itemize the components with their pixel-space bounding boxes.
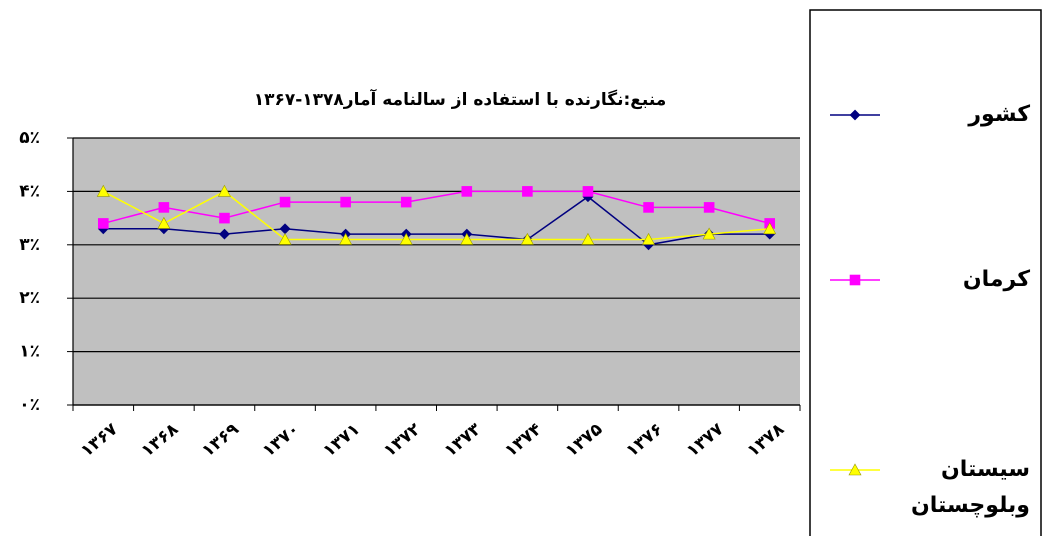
point <box>158 202 170 213</box>
y-tick-label: ۳٪ <box>19 235 40 255</box>
point <box>340 196 351 208</box>
point <box>520 232 534 245</box>
point <box>339 232 353 245</box>
point <box>96 184 110 197</box>
x-tick-label: ۱۳۷۲ <box>380 419 425 461</box>
x-tick-label: ۱۳۷۶ <box>622 419 667 461</box>
y-tick-label: ۴٪ <box>19 181 40 201</box>
point <box>278 232 292 245</box>
point <box>849 274 861 286</box>
point <box>643 202 654 213</box>
x-tick-label: ۱۳۷۷ <box>683 419 728 461</box>
x-tick-label: ۱۳۷۰ <box>259 419 304 461</box>
y-tick-label: ۲٪ <box>19 288 40 308</box>
point <box>399 232 413 245</box>
point <box>849 109 861 121</box>
chart-title: منبع:نگارنده با استفاده از سالنامه آمار۱… <box>254 88 667 110</box>
plot-area <box>73 138 800 405</box>
legend-label: سیستان وبلوچستان <box>911 457 1030 518</box>
point <box>522 186 533 197</box>
point <box>217 184 231 197</box>
x-tick-label: ۱۳۶۷ <box>77 419 122 461</box>
legend-label: کرمان <box>962 267 1030 292</box>
point <box>279 196 291 208</box>
point <box>582 186 594 197</box>
x-tick-label: ۱۳۷۱ <box>319 419 364 461</box>
point <box>702 227 716 240</box>
point <box>461 186 473 197</box>
y-tick-label: ۱٪ <box>19 342 40 362</box>
point <box>219 228 230 240</box>
point <box>581 232 595 245</box>
series-line <box>102 190 770 241</box>
point <box>642 232 656 245</box>
point <box>219 212 230 224</box>
y-tick-label: ۵٪ <box>19 128 40 148</box>
point <box>460 232 474 245</box>
y-tick-label: ۰٪ <box>19 395 40 415</box>
x-tick-label: ۱۳۷۸ <box>743 419 788 461</box>
legend-label: کشور <box>968 102 1030 127</box>
point <box>763 222 777 235</box>
x-tick-label: ۱۳۷۴ <box>501 419 546 461</box>
x-tick-label: ۱۳۶۸ <box>138 419 183 461</box>
x-tick-label: ۱۳۷۵ <box>562 419 607 461</box>
point <box>97 218 109 229</box>
series-line <box>103 190 770 225</box>
x-tick-label: ۱۳۶۹ <box>198 419 243 461</box>
point <box>848 463 862 476</box>
point <box>703 202 715 213</box>
x-tick-label: ۱۳۷۳ <box>441 419 486 461</box>
legend-box <box>809 9 1042 536</box>
point <box>157 216 171 229</box>
series-line <box>103 195 770 246</box>
point <box>400 196 412 208</box>
